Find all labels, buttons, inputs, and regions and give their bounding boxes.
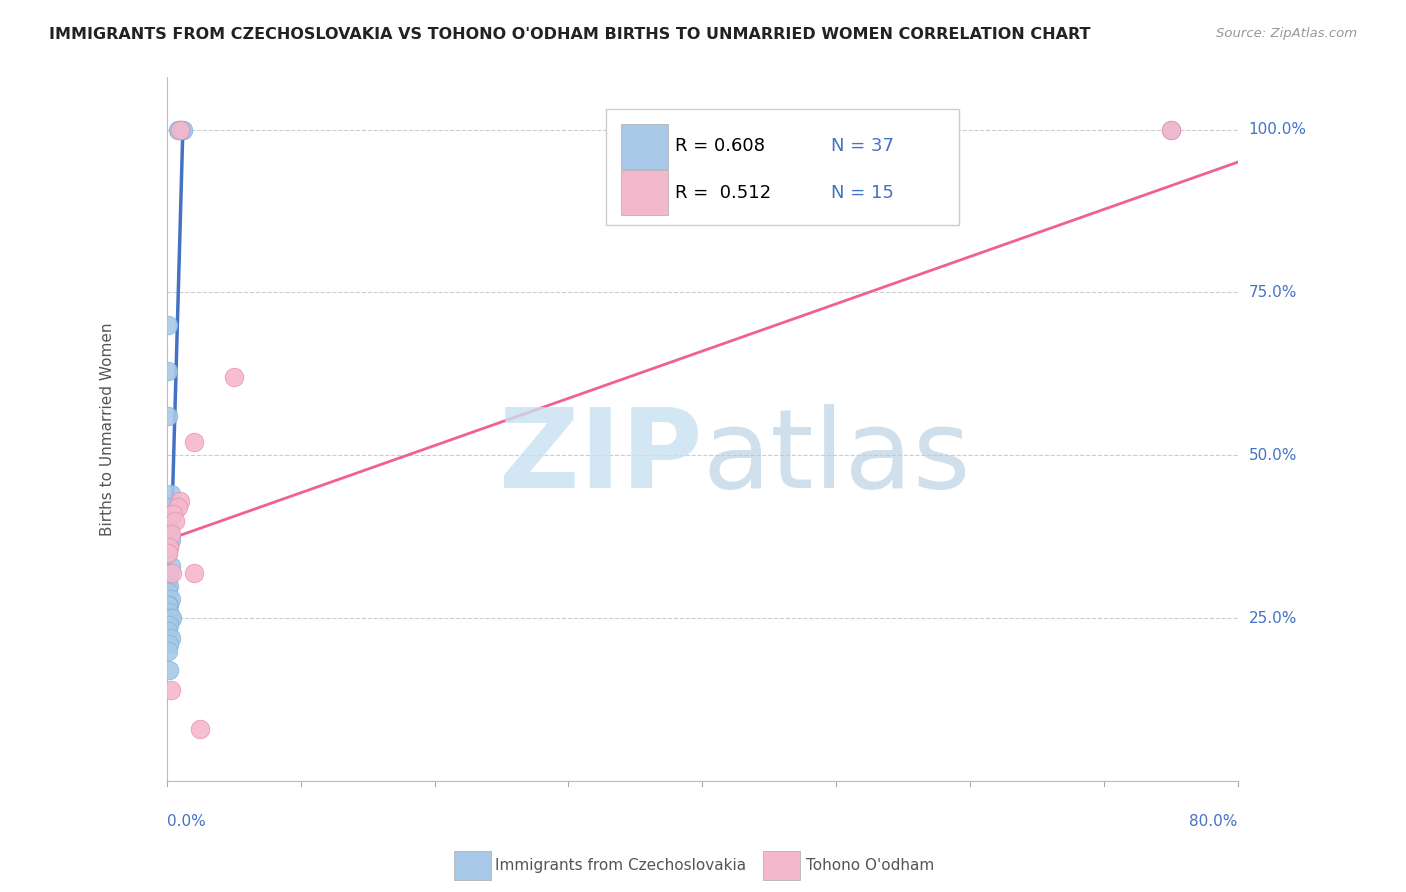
Point xyxy=(159,682,181,697)
Text: IMMIGRANTS FROM CZECHOSLOVAKIA VS TOHONO O'ODHAM BIRTHS TO UNMARRIED WOMEN CORRE: IMMIGRANTS FROM CZECHOSLOVAKIA VS TOHONO… xyxy=(49,27,1091,42)
Point xyxy=(162,507,184,521)
Text: N = 15: N = 15 xyxy=(831,184,894,202)
Point xyxy=(159,540,181,554)
Point xyxy=(159,605,181,619)
Point xyxy=(160,611,183,625)
Point xyxy=(159,487,181,501)
FancyBboxPatch shape xyxy=(621,170,668,215)
Point xyxy=(157,514,180,528)
Point xyxy=(157,409,180,424)
FancyBboxPatch shape xyxy=(621,124,668,169)
Point xyxy=(157,546,180,560)
Point xyxy=(159,631,181,645)
Point xyxy=(159,533,181,547)
Point xyxy=(157,526,180,541)
Text: atlas: atlas xyxy=(702,404,970,511)
Point xyxy=(157,611,180,625)
Point xyxy=(222,370,245,384)
Point xyxy=(159,566,181,580)
Point xyxy=(166,122,188,136)
Point xyxy=(1160,122,1182,136)
Point xyxy=(169,494,191,508)
Text: 80.0%: 80.0% xyxy=(1189,814,1237,829)
Text: Tohono O'odham: Tohono O'odham xyxy=(806,858,934,872)
Point xyxy=(166,500,188,515)
Point xyxy=(183,435,205,450)
Point xyxy=(159,664,181,678)
Point xyxy=(169,122,191,136)
Text: R =  0.512: R = 0.512 xyxy=(675,184,772,202)
Point xyxy=(159,579,181,593)
Point xyxy=(160,566,183,580)
Point xyxy=(188,722,211,736)
Point xyxy=(169,122,191,136)
Text: 50.0%: 50.0% xyxy=(1249,448,1296,463)
Point xyxy=(167,122,190,136)
Text: Immigrants from Czechoslovakia: Immigrants from Czechoslovakia xyxy=(495,858,747,872)
Point xyxy=(160,507,183,521)
Point xyxy=(159,540,181,554)
Point xyxy=(157,585,180,599)
Point xyxy=(172,122,194,136)
FancyBboxPatch shape xyxy=(606,109,959,225)
Point xyxy=(157,364,180,378)
Point xyxy=(159,526,181,541)
Point xyxy=(183,566,205,580)
Point xyxy=(157,644,180,658)
Point xyxy=(170,122,193,136)
Point xyxy=(159,617,181,632)
Point xyxy=(157,318,180,332)
Text: 100.0%: 100.0% xyxy=(1249,122,1306,137)
Text: 0.0%: 0.0% xyxy=(167,814,205,829)
Point xyxy=(159,559,181,574)
Point xyxy=(157,624,180,639)
Text: Births to Unmarried Women: Births to Unmarried Women xyxy=(100,323,115,536)
Text: 25.0%: 25.0% xyxy=(1249,611,1296,626)
Point xyxy=(1160,122,1182,136)
Text: 75.0%: 75.0% xyxy=(1249,285,1296,300)
Text: Source: ZipAtlas.com: Source: ZipAtlas.com xyxy=(1216,27,1357,40)
Text: N = 37: N = 37 xyxy=(831,137,894,155)
Point xyxy=(157,546,180,560)
Text: R = 0.608: R = 0.608 xyxy=(675,137,765,155)
Point xyxy=(159,637,181,651)
Point xyxy=(157,598,180,612)
Point xyxy=(159,598,181,612)
Text: ZIP: ZIP xyxy=(499,404,702,511)
Point xyxy=(163,514,186,528)
Point xyxy=(159,520,181,534)
Point xyxy=(159,500,181,515)
Point xyxy=(157,500,180,515)
Point xyxy=(159,611,181,625)
Point xyxy=(157,572,180,586)
Point xyxy=(159,591,181,606)
